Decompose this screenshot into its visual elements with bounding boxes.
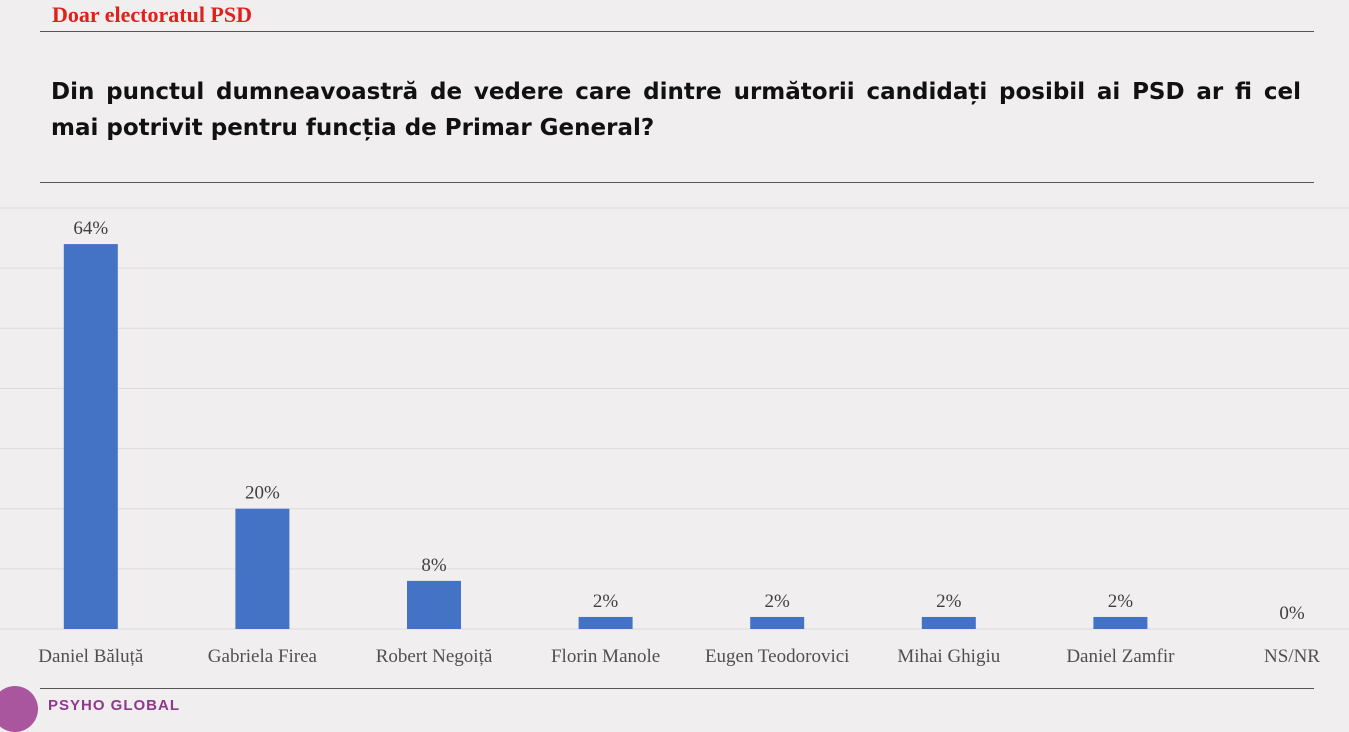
- bar: [578, 616, 633, 629]
- data-label: 2%: [936, 591, 962, 612]
- top-divider: [40, 31, 1314, 32]
- data-label: 64%: [73, 218, 108, 239]
- x-tick-label: Robert Negoiță: [376, 646, 493, 667]
- bar: [235, 508, 290, 629]
- data-label: 8%: [421, 555, 447, 576]
- x-tick-label: Eugen Teodorovici: [705, 646, 849, 667]
- bar-chart: 64% Daniel Băluță 20% Gabriela Firea 8% Rober…: [0, 207, 1349, 667]
- x-tick-label: Daniel Băluță: [38, 646, 144, 667]
- brand-logo-icon: [0, 686, 38, 732]
- x-tick-label: Mihai Ghigiu: [897, 646, 1000, 667]
- data-label: 2%: [593, 591, 619, 612]
- bar: [1093, 616, 1148, 629]
- bar: [750, 616, 805, 629]
- title-divider: [40, 182, 1314, 183]
- data-label: 0%: [1279, 603, 1305, 624]
- data-label: 2%: [765, 591, 791, 612]
- data-label: 2%: [1108, 591, 1134, 612]
- bottom-divider: [40, 688, 1314, 689]
- x-tick-label: Gabriela Firea: [208, 646, 318, 667]
- bar: [63, 244, 118, 630]
- x-tick-label: Daniel Zamfir: [1066, 646, 1175, 667]
- bar: [407, 580, 461, 629]
- x-tick-label: NS/NR: [1264, 646, 1320, 667]
- x-tick-label: Florin Manole: [551, 646, 660, 667]
- question-title: Din punctul dumneavoastră de vedere care…: [51, 79, 1301, 141]
- data-label: 20%: [245, 483, 280, 504]
- bar: [921, 616, 976, 629]
- subtitle: Doar electoratul PSD: [52, 2, 252, 27]
